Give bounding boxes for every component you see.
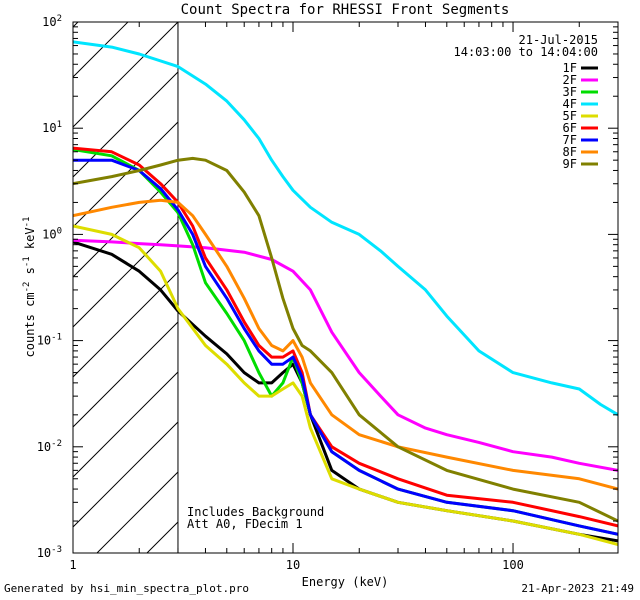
y-tick-label: 101 bbox=[42, 120, 62, 135]
hatch-line bbox=[73, 22, 129, 78]
y-tick-exp: -2 bbox=[51, 439, 62, 449]
y-tick-base: 10 bbox=[42, 227, 56, 241]
series-line-5F bbox=[73, 224, 618, 547]
series-line-3F bbox=[73, 148, 618, 536]
y-tick-exp: 0 bbox=[57, 226, 62, 236]
series-lines bbox=[73, 40, 618, 547]
y-tick-base: 10 bbox=[42, 121, 56, 135]
x-tick-label: 100 bbox=[502, 558, 524, 572]
y-tick-label: 10-1 bbox=[37, 333, 62, 348]
series-line-9F bbox=[73, 156, 618, 523]
y-label-part: counts cm bbox=[23, 292, 37, 357]
y-tick-base: 10 bbox=[37, 440, 51, 454]
footer-timestamp: 21-Apr-2023 21:49 bbox=[521, 582, 634, 595]
series-line-2F bbox=[73, 238, 618, 472]
legend-label-2F: 2F bbox=[563, 73, 577, 87]
y-tick-exp: 2 bbox=[57, 14, 62, 24]
x-tick-label: 10 bbox=[286, 558, 300, 572]
legend-label-4F: 4F bbox=[563, 97, 577, 111]
legend-label-6F: 6F bbox=[563, 121, 577, 135]
date-label: 21-Jul-2015 bbox=[519, 33, 598, 47]
y-tick-base: 10 bbox=[37, 334, 51, 348]
y-tick-label: 10-2 bbox=[37, 439, 62, 454]
y-axis-label: counts cm-2 s-1 keV-1 bbox=[22, 217, 37, 358]
legend-label-1F: 1F bbox=[563, 61, 577, 75]
legend-label-5F: 5F bbox=[563, 109, 577, 123]
hatch-line bbox=[146, 521, 179, 553]
hatch-line bbox=[73, 22, 179, 128]
y-tick-label: 100 bbox=[42, 226, 62, 241]
series-line-4F bbox=[73, 40, 618, 417]
series-line-6F bbox=[73, 146, 618, 528]
series-line-7F bbox=[73, 158, 618, 536]
note-attenuator: Att A0, FDecim 1 bbox=[187, 517, 303, 531]
hatch-line bbox=[73, 421, 179, 528]
y-tick-exp: -3 bbox=[51, 545, 62, 555]
y-label-exp: -1 bbox=[22, 256, 32, 267]
hatch-line bbox=[96, 471, 179, 553]
series-line-8F bbox=[73, 198, 618, 491]
y-label-exp: -1 bbox=[22, 217, 32, 228]
x-tick-label: 1 bbox=[69, 558, 76, 572]
hatch-line bbox=[73, 371, 179, 478]
hatch-line bbox=[73, 271, 179, 378]
y-tick-exp: 1 bbox=[57, 120, 62, 130]
y-label-part: keV bbox=[23, 227, 37, 256]
hatched-region bbox=[73, 22, 179, 553]
hatch-line bbox=[73, 221, 179, 328]
y-tick-exp: -1 bbox=[51, 333, 62, 343]
hatch-line bbox=[73, 22, 79, 28]
chart-title: Count Spectra for RHESSI Front Segments bbox=[181, 2, 510, 18]
y-label-exp: -2 bbox=[22, 282, 32, 293]
hatch-line bbox=[73, 321, 179, 428]
footer-generator: Generated by hsi_min_spectra_plot.pro bbox=[4, 582, 250, 595]
y-tick-label: 10-3 bbox=[37, 545, 62, 560]
y-tick-label: 102 bbox=[42, 14, 62, 29]
legend-label-8F: 8F bbox=[563, 145, 577, 159]
legend-label-3F: 3F bbox=[563, 85, 577, 99]
x-axis-label: Energy (keV) bbox=[302, 575, 389, 589]
y-tick-base: 10 bbox=[42, 15, 56, 29]
y-tick-base: 10 bbox=[37, 546, 51, 560]
legend-label-9F: 9F bbox=[563, 157, 577, 171]
time-range-label: 14:03:00 to 14:04:00 bbox=[454, 45, 599, 59]
legend-label-7F: 7F bbox=[563, 133, 577, 147]
plot-frame bbox=[72, 21, 619, 554]
note-background: Includes Background bbox=[187, 505, 324, 519]
y-label-part: s bbox=[23, 267, 37, 281]
